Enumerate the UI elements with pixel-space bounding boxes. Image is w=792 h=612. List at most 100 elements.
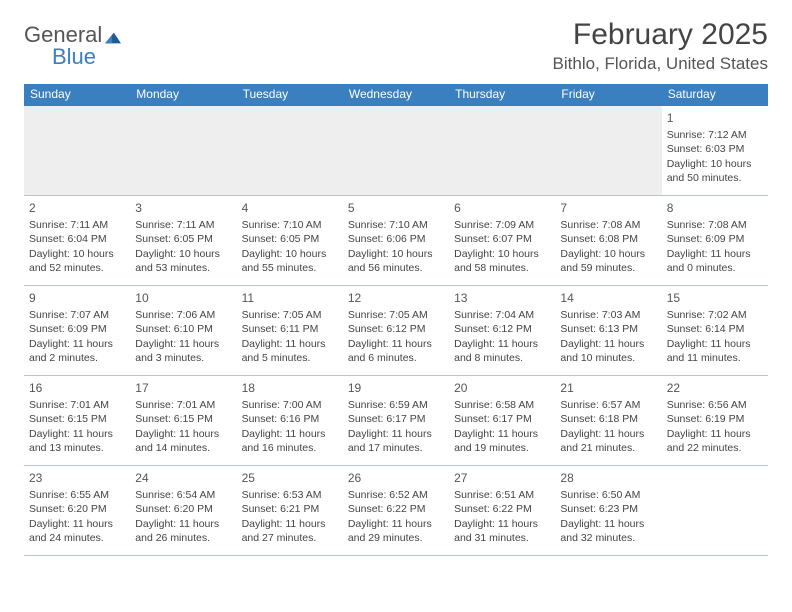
day-number: 19 [348,380,444,396]
day-number: 16 [29,380,125,396]
sunset-text: Sunset: 6:05 PM [242,232,338,246]
daylight-text: and 50 minutes. [667,171,763,185]
day-cell: 17Sunrise: 7:01 AMSunset: 6:15 PMDayligh… [130,376,236,465]
calendar-grid: SundayMondayTuesdayWednesdayThursdayFrid… [24,84,768,556]
day-cell: 26Sunrise: 6:52 AMSunset: 6:22 PMDayligh… [343,466,449,555]
daylight-text: and 22 minutes. [667,441,763,455]
sunrise-text: Sunrise: 7:05 AM [348,308,444,322]
dow-header: Saturday [662,84,768,106]
sunset-text: Sunset: 6:11 PM [242,322,338,336]
sunrise-text: Sunrise: 7:01 AM [135,398,231,412]
daylight-text: Daylight: 10 hours [560,247,656,261]
day-cell: 24Sunrise: 6:54 AMSunset: 6:20 PMDayligh… [130,466,236,555]
sunset-text: Sunset: 6:05 PM [135,232,231,246]
daylight-text: Daylight: 11 hours [29,337,125,351]
day-cell: 19Sunrise: 6:59 AMSunset: 6:17 PMDayligh… [343,376,449,465]
daylight-text: and 2 minutes. [29,351,125,365]
day-cell: 6Sunrise: 7:09 AMSunset: 6:07 PMDaylight… [449,196,555,285]
day-cell-empty [343,106,449,195]
sunset-text: Sunset: 6:16 PM [242,412,338,426]
week-row: 2Sunrise: 7:11 AMSunset: 6:04 PMDaylight… [24,196,768,286]
sunset-text: Sunset: 6:22 PM [454,502,550,516]
daylight-text: Daylight: 10 hours [242,247,338,261]
day-cell: 7Sunrise: 7:08 AMSunset: 6:08 PMDaylight… [555,196,661,285]
day-cell: 25Sunrise: 6:53 AMSunset: 6:21 PMDayligh… [237,466,343,555]
daylight-text: and 6 minutes. [348,351,444,365]
day-number: 7 [560,200,656,216]
day-cell: 28Sunrise: 6:50 AMSunset: 6:23 PMDayligh… [555,466,661,555]
dow-header: Thursday [449,84,555,106]
dow-header: Monday [130,84,236,106]
daylight-text: Daylight: 10 hours [29,247,125,261]
day-number: 12 [348,290,444,306]
daylight-text: Daylight: 11 hours [242,427,338,441]
sunset-text: Sunset: 6:04 PM [29,232,125,246]
daylight-text: Daylight: 11 hours [348,337,444,351]
daylight-text: and 32 minutes. [560,531,656,545]
sunrise-text: Sunrise: 6:50 AM [560,488,656,502]
daylight-text: and 24 minutes. [29,531,125,545]
daylight-text: Daylight: 11 hours [454,427,550,441]
page-header: GeneralBlue February 2025 Bithlo, Florid… [24,18,768,74]
daylight-text: and 52 minutes. [29,261,125,275]
sunrise-text: Sunrise: 7:02 AM [667,308,763,322]
daylight-text: and 0 minutes. [667,261,763,275]
daylight-text: Daylight: 10 hours [454,247,550,261]
day-cell: 2Sunrise: 7:11 AMSunset: 6:04 PMDaylight… [24,196,130,285]
title-block: February 2025 Bithlo, Florida, United St… [553,18,768,74]
sunset-text: Sunset: 6:20 PM [135,502,231,516]
daylight-text: Daylight: 11 hours [242,337,338,351]
sunrise-text: Sunrise: 6:51 AM [454,488,550,502]
daylight-text: Daylight: 11 hours [242,517,338,531]
sunrise-text: Sunrise: 6:59 AM [348,398,444,412]
week-row: 1Sunrise: 7:12 AMSunset: 6:03 PMDaylight… [24,106,768,196]
day-cell-empty [24,106,130,195]
daylight-text: and 5 minutes. [242,351,338,365]
day-cell: 22Sunrise: 6:56 AMSunset: 6:19 PMDayligh… [662,376,768,465]
daylight-text: and 11 minutes. [667,351,763,365]
sunrise-text: Sunrise: 6:57 AM [560,398,656,412]
dow-header: Tuesday [237,84,343,106]
sunset-text: Sunset: 6:17 PM [348,412,444,426]
day-cell-empty [130,106,236,195]
sail-icon [102,30,124,46]
daylight-text: and 13 minutes. [29,441,125,455]
day-cell: 3Sunrise: 7:11 AMSunset: 6:05 PMDaylight… [130,196,236,285]
day-number: 22 [667,380,763,396]
daylight-text: and 55 minutes. [242,261,338,275]
day-cell: 23Sunrise: 6:55 AMSunset: 6:20 PMDayligh… [24,466,130,555]
day-cell-empty [449,106,555,195]
weeks-container: 1Sunrise: 7:12 AMSunset: 6:03 PMDaylight… [24,106,768,556]
week-row: 9Sunrise: 7:07 AMSunset: 6:09 PMDaylight… [24,286,768,376]
sunset-text: Sunset: 6:06 PM [348,232,444,246]
sunrise-text: Sunrise: 7:05 AM [242,308,338,322]
sunset-text: Sunset: 6:13 PM [560,322,656,336]
day-number: 18 [242,380,338,396]
daylight-text: Daylight: 11 hours [348,517,444,531]
day-number: 6 [454,200,550,216]
day-number: 1 [667,110,763,126]
sunrise-text: Sunrise: 7:04 AM [454,308,550,322]
day-number: 21 [560,380,656,396]
daylight-text: Daylight: 11 hours [454,517,550,531]
day-cell-empty [555,106,661,195]
sunset-text: Sunset: 6:20 PM [29,502,125,516]
day-number: 5 [348,200,444,216]
sunset-text: Sunset: 6:03 PM [667,142,763,156]
day-number: 24 [135,470,231,486]
daylight-text: and 59 minutes. [560,261,656,275]
daylight-text: and 10 minutes. [560,351,656,365]
daylight-text: and 29 minutes. [348,531,444,545]
day-number: 26 [348,470,444,486]
sunset-text: Sunset: 6:23 PM [560,502,656,516]
sunset-text: Sunset: 6:18 PM [560,412,656,426]
daylight-text: Daylight: 11 hours [454,337,550,351]
sunset-text: Sunset: 6:07 PM [454,232,550,246]
sunrise-text: Sunrise: 7:10 AM [348,218,444,232]
sunrise-text: Sunrise: 7:08 AM [667,218,763,232]
dow-header: Wednesday [343,84,449,106]
sunrise-text: Sunrise: 7:11 AM [135,218,231,232]
sunrise-text: Sunrise: 6:58 AM [454,398,550,412]
dow-header-row: SundayMondayTuesdayWednesdayThursdayFrid… [24,84,768,106]
sunset-text: Sunset: 6:09 PM [667,232,763,246]
